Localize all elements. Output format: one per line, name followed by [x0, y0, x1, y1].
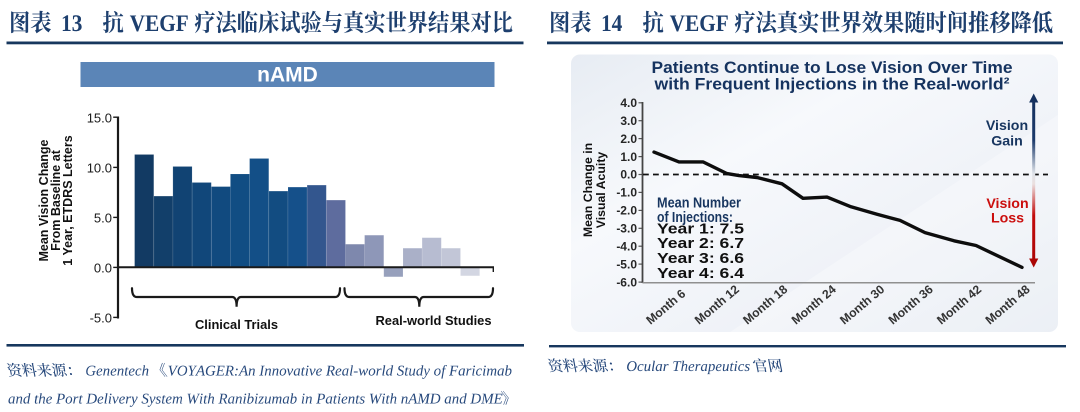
svg-text:0.0: 0.0 [620, 168, 637, 182]
svg-text:-5.0: -5.0 [90, 311, 112, 326]
svg-text:Year 4: 6.4: Year 4: 6.4 [657, 266, 744, 282]
svg-text:Loss: Loss [991, 210, 1024, 226]
svg-text:2.0: 2.0 [620, 132, 637, 146]
svg-text:-6.0: -6.0 [616, 275, 637, 289]
svg-text:0.0: 0.0 [94, 261, 112, 276]
svg-text:Clinical Trials: Clinical Trials [195, 317, 278, 332]
svg-text:1 Year, ETDRS Letters: 1 Year, ETDRS Letters [61, 135, 75, 265]
svg-text:-5.0: -5.0 [616, 257, 637, 271]
svg-text:Year 2: 6.7: Year 2: 6.7 [657, 236, 744, 252]
svg-text:3.0: 3.0 [620, 114, 637, 128]
svg-text:From Baseline at: From Baseline at [49, 149, 63, 251]
svg-text:with Frequent Injections in th: with Frequent Injections in the Real-wor… [653, 75, 1009, 94]
svg-text:Mean Number: Mean Number [657, 196, 741, 212]
svg-text:1.0: 1.0 [620, 150, 637, 164]
svg-text:5.0: 5.0 [94, 211, 112, 226]
svg-text:-2.0: -2.0 [616, 204, 637, 218]
svg-text:nAMD: nAMD [257, 64, 318, 87]
svg-text:-1.0: -1.0 [616, 186, 637, 200]
svg-text:Vision: Vision [986, 196, 1028, 212]
svg-text:-4.0: -4.0 [616, 239, 637, 253]
svg-text:Visual Acuity: Visual Acuity [594, 152, 608, 229]
svg-text:Year 1: 7.5: Year 1: 7.5 [657, 221, 744, 237]
svg-text:4.0: 4.0 [620, 96, 637, 110]
svg-text:15.0: 15.0 [87, 110, 112, 125]
svg-text:Year 3: 6.6: Year 3: 6.6 [657, 251, 744, 267]
svg-text:Patients Continue to Lose Visi: Patients Continue to Lose Vision Over Ti… [652, 58, 1013, 77]
svg-text:Mean Vision Change: Mean Vision Change [37, 139, 51, 261]
svg-text:Gain: Gain [991, 134, 1023, 150]
svg-text:Mean Change in: Mean Change in [581, 143, 595, 237]
svg-text:of Injections:: of Injections: [657, 210, 733, 226]
svg-text:-3.0: -3.0 [616, 222, 637, 236]
svg-text:Vision: Vision [986, 118, 1028, 134]
svg-text:Real-world Studies: Real-world Studies [376, 313, 492, 328]
svg-text:10.0: 10.0 [87, 161, 112, 176]
